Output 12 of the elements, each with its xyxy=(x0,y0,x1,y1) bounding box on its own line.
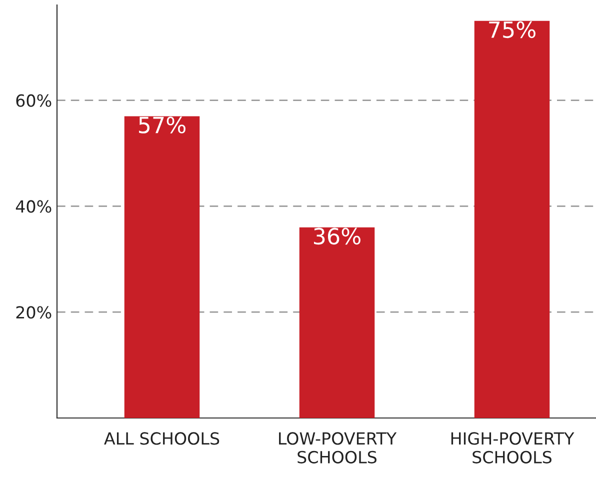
data-label: 57% xyxy=(139,116,186,134)
y-tick-label: 60% xyxy=(16,94,52,107)
x-tick-label: LOW-POVERTY SCHOOLS xyxy=(279,432,397,464)
bar xyxy=(299,227,375,418)
x-tick-label: ALL SCHOOLS xyxy=(104,432,220,445)
bar xyxy=(124,116,200,418)
y-tick-label: 40% xyxy=(16,200,52,213)
data-label: 75% xyxy=(489,21,536,38)
data-label: 36% xyxy=(314,228,360,245)
y-tick-label: 20% xyxy=(16,306,52,319)
bar xyxy=(474,20,550,418)
x-tick-label: HIGH-POVERTY SCHOOLS xyxy=(451,432,574,464)
